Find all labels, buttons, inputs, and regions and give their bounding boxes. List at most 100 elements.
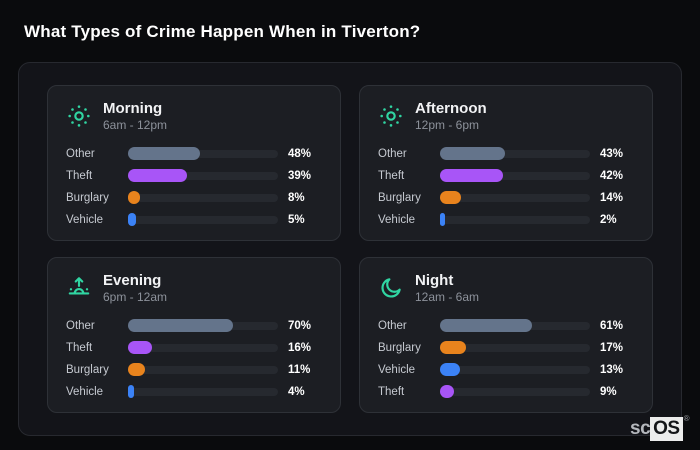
crime-category-label: Other	[66, 147, 95, 160]
bar-rows: Other 61% Burglary 17% Vehicle 13% Theft…	[378, 319, 634, 398]
crime-bar-row: Other 48%	[66, 147, 322, 160]
crime-percentage: 5%	[288, 213, 305, 226]
card-header-text: Evening 6pm - 12am	[103, 272, 167, 304]
crime-bar-row: Vehicle 4%	[66, 385, 322, 398]
bar-track	[440, 191, 590, 204]
scos-logo-prefix: sc	[630, 418, 651, 439]
card-subtitle: 12pm - 6pm	[415, 118, 480, 132]
sunrise-icon	[66, 275, 92, 301]
bar-fill	[128, 191, 140, 204]
crime-category-label: Theft	[66, 169, 93, 182]
crime-bar-row: Theft 39%	[66, 169, 322, 182]
sun-icon	[66, 103, 92, 129]
bar-track	[128, 385, 278, 398]
bar-fill	[440, 191, 461, 204]
crime-bar-row: Other 43%	[378, 147, 634, 160]
bar-fill	[440, 385, 454, 398]
crime-category-label: Theft	[378, 169, 405, 182]
card-title: Morning	[103, 100, 163, 117]
time-period-card: Afternoon 12pm - 6pm Other 43% Theft 42%…	[359, 85, 653, 241]
scos-logo-suffix: OS	[650, 417, 683, 441]
bar-track	[128, 147, 278, 160]
card-header: Afternoon 12pm - 6pm	[378, 100, 634, 132]
crime-bar-row: Theft 16%	[66, 341, 322, 354]
bar-track	[128, 341, 278, 354]
crime-category-label: Vehicle	[66, 385, 104, 398]
bar-track	[128, 213, 278, 226]
crime-bar-row: Vehicle 5%	[66, 213, 322, 226]
crime-category-label: Theft	[378, 385, 405, 398]
bar-fill	[128, 213, 136, 226]
crime-bar-row: Vehicle 2%	[378, 213, 634, 226]
bar-track	[440, 213, 590, 226]
crime-bar-row: Burglary 11%	[66, 363, 322, 376]
bar-fill	[128, 147, 200, 160]
crime-bar-row: Vehicle 13%	[378, 363, 634, 376]
crime-percentage: 70%	[288, 319, 312, 332]
crime-category-label: Vehicle	[378, 213, 416, 226]
card-title: Afternoon	[415, 100, 487, 117]
crime-category-label: Vehicle	[378, 363, 416, 376]
crime-percentage: 13%	[600, 363, 624, 376]
bar-track	[128, 319, 278, 332]
bar-fill	[128, 319, 233, 332]
bar-track	[128, 169, 278, 182]
cards-grid: Morning 6am - 12pm Other 48% Theft 39% B…	[47, 85, 653, 413]
card-header-text: Night 12am - 6am	[415, 272, 479, 304]
time-period-card: Evening 6pm - 12am Other 70% Theft 16% B…	[47, 257, 341, 413]
registered-trademark-icon: ®	[683, 414, 690, 423]
bar-track	[440, 363, 590, 376]
bar-fill	[128, 385, 134, 398]
bar-track	[128, 191, 278, 204]
crime-bar-row: Burglary 17%	[378, 341, 634, 354]
card-header-text: Morning 6am - 12pm	[103, 100, 167, 132]
dashboard-panel: Morning 6am - 12pm Other 48% Theft 39% B…	[18, 62, 682, 436]
crime-percentage: 2%	[600, 213, 617, 226]
bar-track	[440, 319, 590, 332]
crime-percentage: 48%	[288, 147, 312, 160]
crime-category-label: Burglary	[66, 191, 109, 204]
crime-category-label: Vehicle	[66, 213, 104, 226]
card-subtitle: 12am - 6am	[415, 290, 480, 304]
crime-percentage: 61%	[600, 319, 624, 332]
card-header: Evening 6pm - 12am	[66, 272, 322, 304]
crime-bar-row: Other 70%	[66, 319, 322, 332]
crime-percentage: 8%	[288, 191, 305, 204]
crime-percentage: 16%	[288, 341, 312, 354]
crime-category-label: Other	[378, 319, 407, 332]
sun-icon	[378, 103, 404, 129]
card-subtitle: 6pm - 12am	[103, 290, 168, 304]
bar-fill	[440, 147, 505, 160]
card-header: Night 12am - 6am	[378, 272, 634, 304]
time-period-card: Night 12am - 6am Other 61% Burglary 17% …	[359, 257, 653, 413]
crime-bar-row: Theft 42%	[378, 169, 634, 182]
page-title: What Types of Crime Happen When in Tiver…	[24, 22, 421, 41]
crime-percentage: 17%	[600, 341, 624, 354]
card-title: Evening	[103, 272, 162, 289]
scos-logo: sc OS ®	[630, 415, 690, 441]
crime-category-label: Burglary	[66, 363, 109, 376]
bar-rows: Other 70% Theft 16% Burglary 11% Vehicle…	[66, 319, 322, 398]
bar-fill	[440, 319, 532, 332]
bar-track	[440, 147, 590, 160]
bar-fill	[128, 363, 145, 376]
bar-fill	[440, 341, 466, 354]
crime-bar-row: Burglary 8%	[66, 191, 322, 204]
crime-percentage: 4%	[288, 385, 305, 398]
bar-track	[128, 363, 278, 376]
bar-rows: Other 43% Theft 42% Burglary 14% Vehicle…	[378, 147, 634, 226]
time-period-card: Morning 6am - 12pm Other 48% Theft 39% B…	[47, 85, 341, 241]
bar-rows: Other 48% Theft 39% Burglary 8% Vehicle …	[66, 147, 322, 226]
bar-track	[440, 341, 590, 354]
card-subtitle: 6am - 12pm	[103, 118, 168, 132]
bar-fill	[440, 213, 445, 226]
crime-percentage: 43%	[600, 147, 624, 160]
crime-bar-row: Theft 9%	[378, 385, 634, 398]
crime-bar-row: Burglary 14%	[378, 191, 634, 204]
crime-percentage: 42%	[600, 169, 624, 182]
crime-category-label: Burglary	[378, 341, 421, 354]
crime-percentage: 14%	[600, 191, 624, 204]
crime-percentage: 39%	[288, 169, 312, 182]
crime-bar-row: Other 61%	[378, 319, 634, 332]
